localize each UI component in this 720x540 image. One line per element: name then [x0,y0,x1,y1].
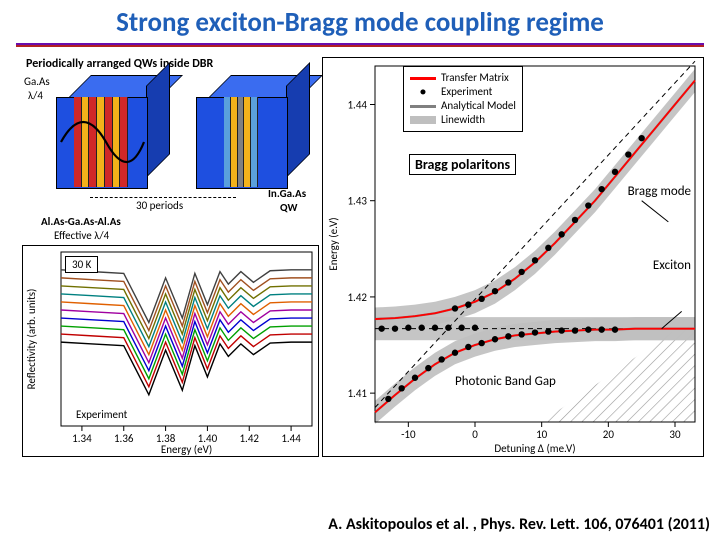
svg-text:1.43: 1.43 [347,195,367,208]
svg-text:20: 20 [603,428,615,441]
svg-text:1.36: 1.36 [114,432,134,445]
svg-text:10: 10 [536,428,548,441]
svg-text:Reflectivity (arb. units): Reflectivity (arb. units) [25,289,38,390]
svg-text:30: 30 [669,428,681,441]
schematic-panel: Periodically arranged QWs inside DBR Ga.… [26,57,316,237]
spectra-panel: 1.341.361.381.401.421.44Energy (eV)Refle… [22,245,319,457]
legend-am: Analytical Model [441,99,516,113]
alas-gaas-label: Al.As-Ga.As-Al.As [41,215,121,228]
legend-exp: Experiment [441,85,492,99]
legend-tm: Transfer Matrix [441,71,509,85]
exciton-label: Exciton [651,258,693,273]
svg-text:1.42: 1.42 [239,432,259,445]
qw-label: QW [280,201,297,214]
legend-lw: Linewidth [441,113,485,127]
svg-text:Detuning Δ (me.V): Detuning Δ (me.V) [494,442,575,455]
periods-label: 30 periods [136,199,183,212]
content-area: Periodically arranged QWs inside DBR Ga.… [0,53,720,493]
title-underline [16,43,704,47]
gaas-label: Ga.As [24,75,50,88]
svg-text:1.44: 1.44 [347,98,367,111]
temperature-label: 30 K [65,256,98,273]
bragg-mode-label: Bragg mode [626,184,693,199]
svg-text:1.34: 1.34 [72,432,92,445]
pbg-label: Photonic Band Gap [453,374,558,389]
svg-text:-10: -10 [401,428,416,441]
periods-brace [90,197,236,198]
svg-text:1.41: 1.41 [347,387,367,400]
ingaas-label: In.Ga.As [268,187,306,200]
qw-cube [196,97,286,187]
eff-lambda4-label: Effective λ/4 [54,229,109,242]
dispersion-panel: -10 0 10 20 30 1.41 1.42 1.43 1.44 Detuning Δ (me… [322,57,704,457]
spectra-chart: 1.341.361.381.401.421.44Energy (eV)Refle… [23,246,318,456]
svg-text:1.44: 1.44 [281,432,301,445]
bragg-polaritons-label: Bragg polaritons [409,154,516,175]
svg-text:1.42: 1.42 [347,291,367,304]
svg-text:Experiment: Experiment [76,408,128,421]
svg-text:Energy (e.V): Energy (e.V) [327,217,340,270]
dbr-cube [56,97,146,187]
slide-title: Strong exciton-Bragg mode coupling regim… [0,0,720,43]
schematic-title: Periodically arranged QWs inside DBR [26,57,316,71]
lambda4-label: λ/4 [28,89,43,102]
citation-text: A. Askitopoulos et al. , Phys. Rev. Lett… [328,515,710,534]
svg-text:Energy (eV): Energy (eV) [161,443,212,456]
dispersion-legend: Transfer Matrix ●Experiment Analytical M… [403,66,523,132]
svg-text:0: 0 [472,428,478,441]
